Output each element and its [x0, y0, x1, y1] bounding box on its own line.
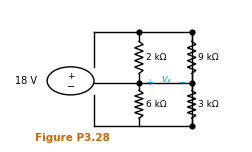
Text: +: + — [67, 72, 74, 81]
Text: +: + — [145, 78, 153, 88]
Text: −: − — [67, 82, 75, 92]
Text: 9 kΩ: 9 kΩ — [199, 53, 219, 62]
Text: −: − — [177, 78, 186, 88]
Text: 2 kΩ: 2 kΩ — [146, 53, 166, 62]
Text: 18 V: 18 V — [15, 76, 37, 86]
Text: 6 kΩ: 6 kΩ — [146, 100, 166, 109]
Text: 3 kΩ: 3 kΩ — [199, 100, 219, 109]
Text: $v_x$: $v_x$ — [161, 74, 173, 86]
Text: Figure P3.28: Figure P3.28 — [35, 133, 110, 143]
